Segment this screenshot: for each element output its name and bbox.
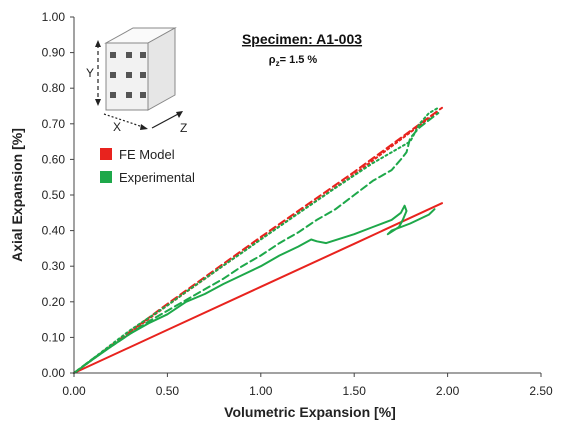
rho-subscript: z (276, 59, 280, 68)
y-tick-label: 0.50 (42, 188, 66, 202)
y-tick-label: 0.70 (42, 117, 66, 131)
rebar-markers (110, 52, 146, 98)
series-line-experimental-dashed (73, 112, 440, 374)
y-axis-title: Axial Expansion [%] (9, 128, 25, 262)
y-tick-label: 0.40 (42, 224, 66, 238)
y-tick-label: 0.90 (42, 46, 66, 60)
y-arrow-head-bottom (95, 99, 101, 106)
x-dimension-label: X (113, 120, 121, 134)
legend: FE Model Experimental (100, 147, 195, 185)
y-tick-label: 0.20 (42, 295, 66, 309)
chart-subtitle: ρz= 1.5 % (269, 54, 318, 68)
x-axis-title: Volumetric Expansion [%] (224, 404, 396, 420)
legend-swatch-experimental (100, 171, 112, 183)
reinforcement-ratio-value: = 1.5 % (280, 54, 318, 66)
y-tick-label: 0.10 (42, 330, 66, 344)
x-tick-label: 1.00 (249, 384, 273, 398)
chart-title: Specimen: A1-003 (242, 31, 362, 47)
z-dimension-arrow (151, 112, 181, 129)
rho-symbol: ρ (269, 54, 276, 66)
cube-side-face (147, 27, 176, 111)
y-tick-label: 0.60 (42, 152, 66, 166)
specimen-cube-diagram: Y X Z (86, 27, 187, 135)
y-tick-label: 0.80 (42, 81, 66, 95)
x-tick-label: 1.50 (343, 384, 367, 398)
series-line-experimental-solid (73, 204, 436, 374)
series-line-experimental-dotted (73, 106, 440, 374)
y-tick-label: 0.00 (42, 366, 66, 380)
axes: 0.00 0.50 1.00 1.50 2.00 2.50 0.00 0.10 0.20 0.30… (42, 10, 553, 398)
z-arrow-head (176, 111, 183, 118)
series-line-fe-model-solid (73, 202, 443, 374)
x-tick-label: 2.50 (529, 384, 553, 398)
y-dimension-label: Y (86, 66, 94, 80)
x-arrow-head (140, 124, 148, 130)
x-tick-label: 2.00 (436, 384, 460, 398)
plot-area (73, 106, 443, 374)
legend-label-fe-model: FE Model (119, 147, 175, 162)
y-arrow-head-top (95, 40, 101, 47)
y-tick-label: 0.30 (42, 259, 66, 273)
x-tick-label: 0.00 (62, 384, 86, 398)
x-tick-label: 0.50 (156, 384, 180, 398)
x-dimension-arrow (103, 113, 147, 129)
legend-label-experimental: Experimental (119, 170, 195, 185)
legend-swatch-fe-model (100, 148, 112, 160)
z-dimension-label: Z (180, 121, 187, 135)
y-tick-label: 1.00 (42, 10, 66, 24)
